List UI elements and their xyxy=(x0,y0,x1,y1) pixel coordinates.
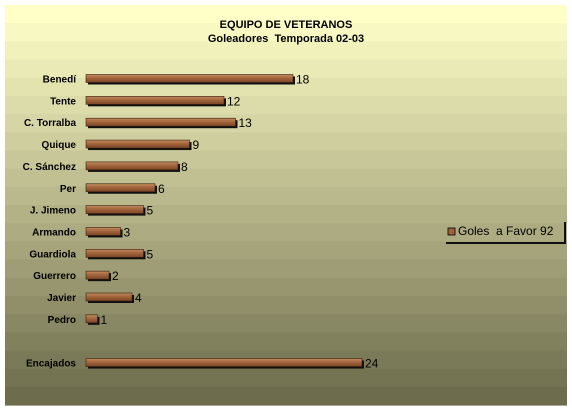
data-label: 3 xyxy=(124,225,131,239)
background-band xyxy=(5,23,567,42)
data-label: 6 xyxy=(158,182,165,196)
background-band xyxy=(5,314,567,333)
bar xyxy=(85,139,190,149)
bar xyxy=(85,314,98,324)
bar xyxy=(85,358,363,367)
data-label: 12 xyxy=(227,94,241,108)
legend-label: Goles a Favor 92 xyxy=(458,224,554,238)
category-label: Per xyxy=(60,184,76,195)
legend: Goles a Favor 92 xyxy=(446,222,566,244)
category-label: Tente xyxy=(50,96,76,107)
chart-title: EQUIPO DE VETERANOS xyxy=(220,19,353,31)
category-label: Guerrero xyxy=(33,271,76,282)
category-label: Pedro xyxy=(48,315,76,326)
category-label: J. Jimeno xyxy=(30,206,76,217)
category-label: C. Torralba xyxy=(24,118,76,129)
bar xyxy=(85,227,121,236)
background-band xyxy=(5,295,567,315)
data-label: 5 xyxy=(147,204,154,218)
bar xyxy=(85,270,110,280)
bar xyxy=(85,292,133,302)
bar xyxy=(85,205,144,214)
category-label: Encajados xyxy=(26,359,76,370)
bar xyxy=(85,183,156,193)
background-band xyxy=(5,5,567,24)
plot-background xyxy=(5,5,567,406)
category-label: C. Sánchez xyxy=(23,162,76,173)
background-band xyxy=(5,386,567,406)
background-band xyxy=(5,259,567,279)
data-label: 5 xyxy=(147,247,154,261)
background-band xyxy=(5,332,567,352)
category-label: Armando xyxy=(32,227,76,238)
bar xyxy=(85,161,179,171)
data-label: 1 xyxy=(101,313,108,327)
bar xyxy=(85,74,294,83)
data-label: 2 xyxy=(112,269,119,283)
background-band xyxy=(5,277,567,297)
data-label: 9 xyxy=(193,138,200,152)
background-band xyxy=(5,59,567,79)
legend-swatch xyxy=(447,227,456,236)
background-band xyxy=(5,168,567,188)
category-label: Guardiola xyxy=(29,249,76,260)
background-band xyxy=(5,368,567,388)
data-label: 13 xyxy=(239,116,253,130)
bar xyxy=(85,117,236,127)
data-label: 8 xyxy=(181,160,188,174)
background-band xyxy=(5,223,567,242)
data-label: 24 xyxy=(365,357,379,371)
category-label: Javier xyxy=(47,293,76,304)
category-label: Benedí xyxy=(43,75,78,86)
bar xyxy=(85,96,225,105)
category-label: Quique xyxy=(42,140,77,151)
background-band xyxy=(5,41,567,61)
data-label: 4 xyxy=(135,291,142,305)
data-label: 18 xyxy=(296,73,310,87)
chart-subtitle: Goleadores Temporada 02-03 xyxy=(208,33,364,45)
bar xyxy=(85,249,144,258)
